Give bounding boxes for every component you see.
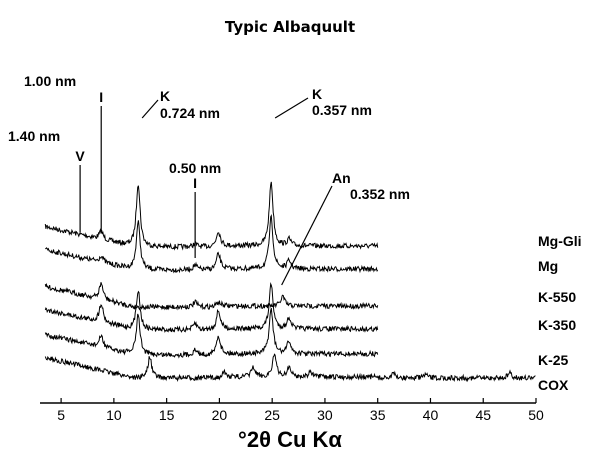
annotation-0-352-nm: 0.352 nm <box>350 186 410 202</box>
chart-title: Typic Albaquult <box>225 18 355 36</box>
x-tick-label: 45 <box>475 407 491 423</box>
x-tick-label: 5 <box>57 407 65 423</box>
series-label-k-550: K-550 <box>538 289 576 305</box>
annotation-1-00-nm: 1.00 nm <box>24 73 76 89</box>
x-axis-label: °2θ Cu Kα <box>238 427 342 452</box>
x-tick-label: 40 <box>423 407 439 423</box>
x-tick-label: 50 <box>528 407 544 423</box>
series-label-k-25: K-25 <box>538 352 569 368</box>
x-tick-label: 20 <box>212 407 228 423</box>
series-k-550-trace <box>44 282 379 311</box>
annotation-kaolinite-line <box>141 99 159 119</box>
series-labels: Mg-Gli Mg K-550 K-350 K-25 COX <box>538 233 582 393</box>
diffraction-traces <box>44 181 536 383</box>
series-mg-gli-trace <box>44 181 379 251</box>
annotation-kaolinite-2-line <box>274 97 309 119</box>
x-tick-label: 30 <box>317 407 333 423</box>
x-axis: 5 10 15 20 25 30 35 40 45 50 <box>40 398 544 423</box>
annotation-illite-label: I <box>99 89 103 105</box>
series-label-mg-gli: Mg-Gli <box>538 233 582 249</box>
series-mg-trace <box>45 213 379 274</box>
annotation-0-50-nm: 0.50 nm <box>169 160 221 176</box>
series-cox-trace <box>44 353 536 383</box>
annotation-illite-2-label: I <box>193 175 197 191</box>
series-label-k-350: K-350 <box>538 317 576 333</box>
annotation-anatase-label: An <box>332 170 351 186</box>
x-tick-label: 25 <box>264 407 280 423</box>
annotation-1-40-nm: 1.40 nm <box>8 128 60 144</box>
annotation-0-724-nm: 0.724 nm <box>160 105 220 121</box>
annotation-kaolinite-label: K <box>160 88 170 104</box>
x-tick-label: 15 <box>159 407 175 423</box>
annotation-0-357-nm: 0.357 nm <box>312 102 372 118</box>
series-label-cox: COX <box>538 377 569 393</box>
series-k-25-trace <box>44 307 379 359</box>
annotation-vermiculite-label: V <box>75 148 85 164</box>
series-k-350-trace <box>44 281 379 333</box>
x-tick-label: 10 <box>106 407 122 423</box>
x-tick-label: 35 <box>370 407 386 423</box>
series-label-mg: Mg <box>538 258 558 274</box>
annotation-kaolinite-2-label: K <box>312 86 322 102</box>
annotation-anatase-line <box>281 185 333 286</box>
